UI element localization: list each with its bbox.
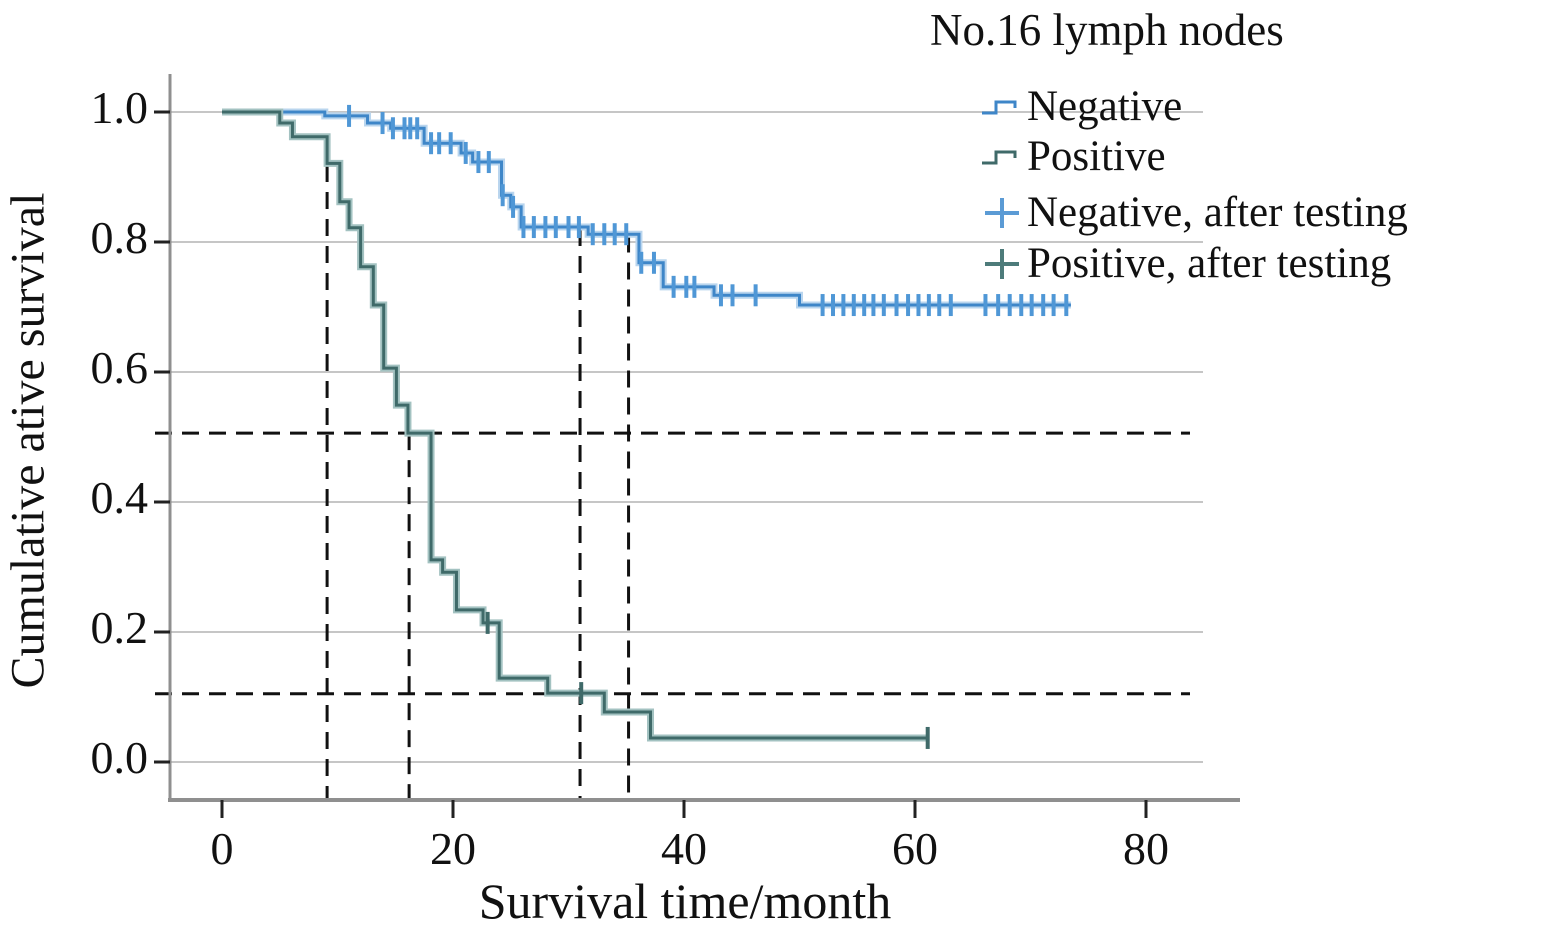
y-tick-label: 1.0 bbox=[90, 82, 149, 133]
x-tick-label: 20 bbox=[430, 823, 476, 874]
y-axis-title: Cumulative ative survival bbox=[1, 192, 55, 689]
y-tick-label: 0.4 bbox=[90, 472, 149, 523]
y-tick-label: 0.6 bbox=[90, 342, 149, 393]
survival-curve-positive bbox=[222, 110, 929, 740]
y-tick-label: 0.0 bbox=[90, 732, 149, 783]
x-tick-label: 40 bbox=[661, 823, 707, 874]
x-axis-title: Survival time/month bbox=[478, 873, 892, 929]
x-tick-label: 60 bbox=[892, 823, 938, 874]
y-tick-label: 0.2 bbox=[90, 602, 149, 653]
y-tick-label: 0.8 bbox=[90, 212, 149, 263]
x-tick-label: 80 bbox=[1123, 823, 1169, 874]
x-tick-label: 0 bbox=[210, 823, 234, 874]
